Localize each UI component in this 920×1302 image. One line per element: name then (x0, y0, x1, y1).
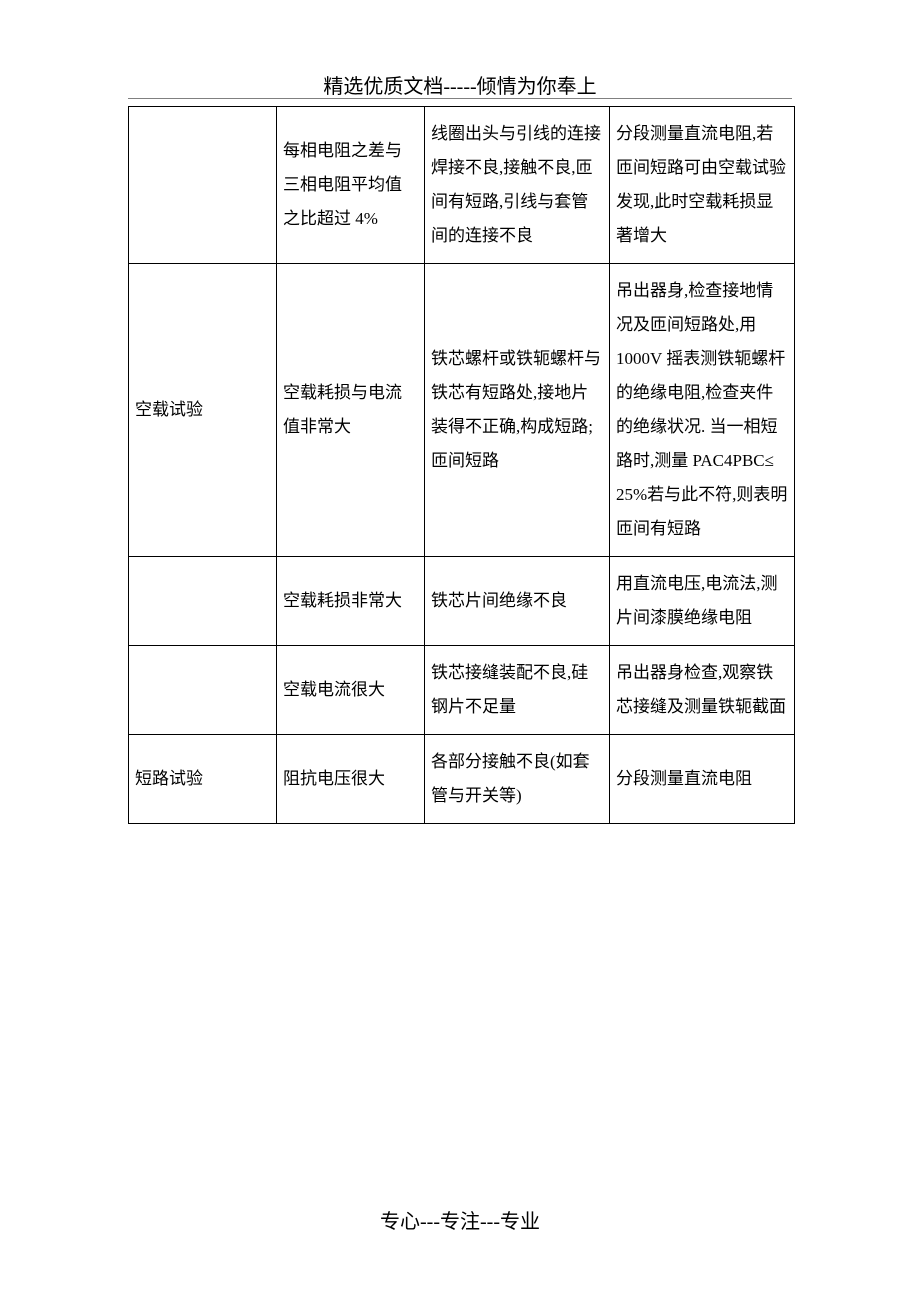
table-row: 空载耗损非常大 铁芯片间绝缘不良 用直流电压,电流法,测片间漆膜绝缘电阻 (129, 557, 795, 646)
table-cell: 阻抗电压很大 (277, 735, 425, 824)
table-row: 每相电阻之差与三相电阻平均值之比超过 4% 线圈出头与引线的连接焊接不良,接触不… (129, 107, 795, 264)
table-cell: 分段测量直流电阻 (610, 735, 795, 824)
table-cell (129, 557, 277, 646)
footer-text: 专心---专注---专业 (380, 1211, 540, 1233)
table-cell: 铁芯片间绝缘不良 (425, 557, 610, 646)
table-cell (129, 107, 277, 264)
table-cell: 每相电阻之差与三相电阻平均值之比超过 4% (277, 107, 425, 264)
table-row: 短路试验 阻抗电压很大 各部分接触不良(如套管与开关等) 分段测量直流电阻 (129, 735, 795, 824)
table-cell: 空载试验 (129, 264, 277, 557)
header-text: 精选优质文档-----倾情为你奉上 (323, 76, 596, 98)
table-cell: 空载电流很大 (277, 646, 425, 735)
table-cell: 吊出器身,检查接地情况及匝间短路处,用 1000V 摇表测铁轭螺杆的绝缘电阻,检… (610, 264, 795, 557)
table-cell: 空载耗损非常大 (277, 557, 425, 646)
page-header: 精选优质文档-----倾情为你奉上 (0, 70, 920, 99)
table-cell: 铁芯接缝装配不良,硅钢片不足量 (425, 646, 610, 735)
table-row: 空载试验 空载耗损与电流值非常大 铁芯螺杆或铁轭螺杆与铁芯有短路处,接地片装得不… (129, 264, 795, 557)
header-rule (128, 98, 792, 99)
page-footer: 专心---专注---专业 (0, 1205, 920, 1234)
table-cell: 短路试验 (129, 735, 277, 824)
table-cell: 吊出器身检查,观察铁芯接缝及测量铁轭截面 (610, 646, 795, 735)
content-table: 每相电阻之差与三相电阻平均值之比超过 4% 线圈出头与引线的连接焊接不良,接触不… (128, 106, 795, 824)
table-row: 空载电流很大 铁芯接缝装配不良,硅钢片不足量 吊出器身检查,观察铁芯接缝及测量铁… (129, 646, 795, 735)
table-cell: 铁芯螺杆或铁轭螺杆与铁芯有短路处,接地片装得不正确,构成短路;匝间短路 (425, 264, 610, 557)
table-cell: 各部分接触不良(如套管与开关等) (425, 735, 610, 824)
table-cell: 用直流电压,电流法,测片间漆膜绝缘电阻 (610, 557, 795, 646)
table-cell: 线圈出头与引线的连接焊接不良,接触不良,匝间有短路,引线与套管间的连接不良 (425, 107, 610, 264)
table-cell: 空载耗损与电流值非常大 (277, 264, 425, 557)
table-cell: 分段测量直流电阻,若匝间短路可由空载试验发现,此时空载耗损显著增大 (610, 107, 795, 264)
table-cell (129, 646, 277, 735)
